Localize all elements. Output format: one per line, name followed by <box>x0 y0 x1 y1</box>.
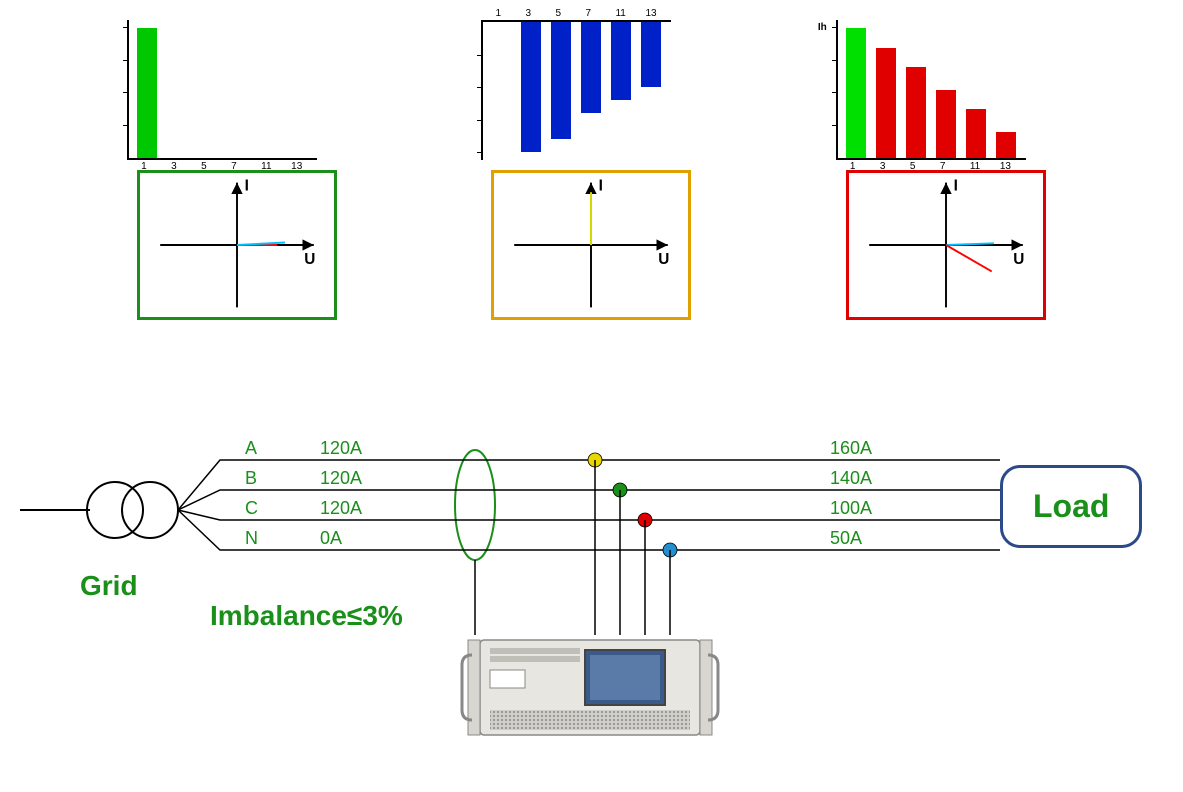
grid-current-B: 120A <box>320 468 362 489</box>
bar-harmonic-1 <box>137 28 157 158</box>
bar-harmonic-5 <box>906 67 926 158</box>
load-current-A: 160A <box>830 438 872 459</box>
load-current-N: 50A <box>830 528 862 549</box>
load-label: Load <box>1033 488 1109 524</box>
grid-current-C: 120A <box>320 498 362 519</box>
bar-harmonic-13 <box>641 22 661 87</box>
bar-harmonic-7 <box>936 90 956 158</box>
phase-label-B: B <box>245 468 257 489</box>
bar-harmonic-11 <box>966 109 986 158</box>
apf-device-icon <box>460 630 720 755</box>
load-current-C: 100A <box>830 498 872 519</box>
bar-harmonic-13 <box>996 132 1016 158</box>
bar-harmonic-1 <box>846 28 866 158</box>
circuit-diagram: Grid Imbalance≤3% Load <box>0 420 1183 790</box>
svg-text:U: U <box>1013 251 1024 268</box>
chart-y-label: Ih <box>818 22 827 33</box>
filter-harmonics-chart: 13571113 <box>481 20 701 160</box>
bar-harmonic-3 <box>876 48 896 159</box>
x-tick-label: 11 <box>615 8 625 19</box>
svg-text:I: I <box>599 177 603 194</box>
load-box: Load <box>1000 465 1142 548</box>
filter-phasor-diagram: IU <box>491 170 691 320</box>
x-tick-label: 5 <box>555 8 561 19</box>
bar-harmonic-7 <box>581 22 601 113</box>
phase-label-N: N <box>245 528 258 549</box>
x-tick-label: 1 <box>495 8 501 19</box>
svg-text:U: U <box>659 251 670 268</box>
x-tick-label: 3 <box>525 8 531 19</box>
imbalance-label: Imbalance≤3% <box>210 600 403 632</box>
svg-text:I: I <box>245 177 249 194</box>
grid-harmonics-chart: 13571113 <box>127 20 347 160</box>
bar-harmonic-3 <box>521 22 541 152</box>
grid-current-A: 120A <box>320 438 362 459</box>
bar-harmonic-5 <box>551 22 571 139</box>
load-phasor-diagram: IU <box>846 170 1046 320</box>
grid-phasor-diagram: IU <box>137 170 337 320</box>
load-harmonics-chart: Ih13571113 <box>836 20 1056 160</box>
svg-text:U: U <box>304 251 315 268</box>
phase-label-A: A <box>245 438 257 459</box>
bar-harmonic-11 <box>611 22 631 100</box>
grid-current-N: 0A <box>320 528 342 549</box>
x-tick-label: 7 <box>585 8 591 19</box>
phase-label-C: C <box>245 498 258 519</box>
load-current-B: 140A <box>830 468 872 489</box>
svg-text:I: I <box>953 177 957 194</box>
x-tick-label: 13 <box>645 8 656 19</box>
grid-label: Grid <box>80 570 138 602</box>
